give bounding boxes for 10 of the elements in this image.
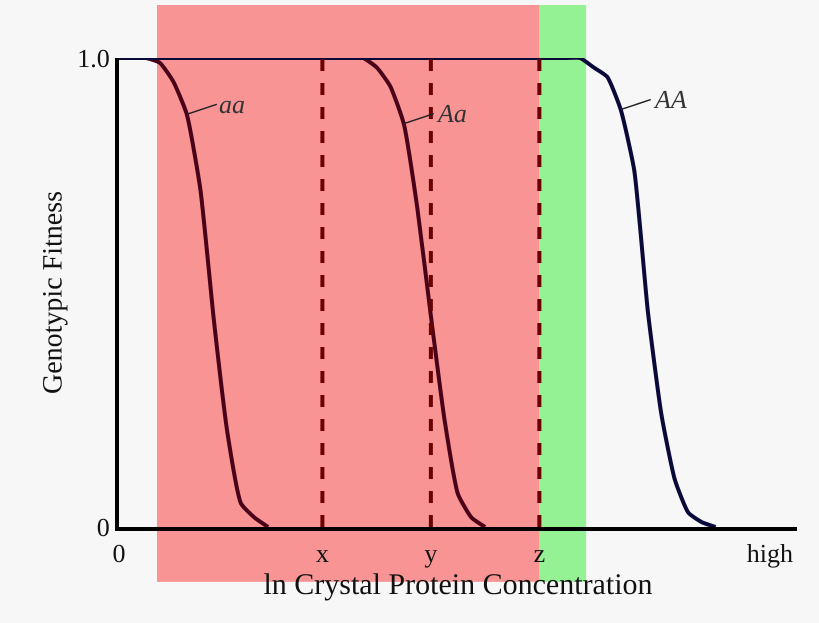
y-tick-label: 1.0 xyxy=(77,44,110,74)
series-label: AA xyxy=(653,85,687,114)
x-tick-label: high xyxy=(746,539,793,568)
x-axis-title: ln Crystal Protein Concentration xyxy=(263,568,653,602)
series-label: aa xyxy=(219,90,245,119)
x-tick-label: x xyxy=(316,539,329,568)
x-tick-label: z xyxy=(534,539,546,568)
x-tick-label: y xyxy=(424,539,438,568)
y-axis-title: Genotypic Fitness xyxy=(38,191,68,394)
series-label: Aa xyxy=(436,99,467,128)
